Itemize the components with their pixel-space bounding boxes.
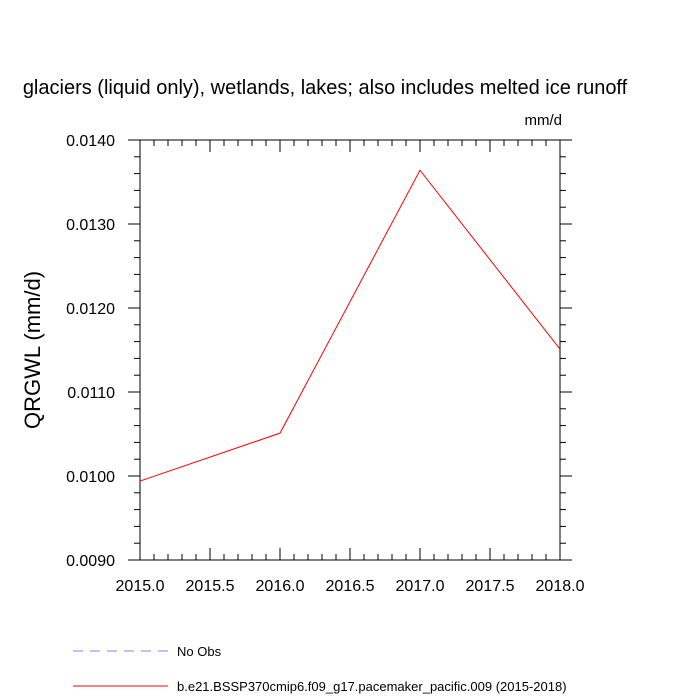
x-tick-label: 2016.5 — [326, 578, 375, 595]
y-tick-labels: 0.0090 0.0100 0.0110 0.0120 0.0130 0.0140 — [66, 133, 115, 570]
plot-frame — [139, 139, 561, 561]
x-tick-label: 2015.5 — [186, 578, 235, 595]
y-tick-label: 0.0100 — [66, 469, 115, 486]
series-lines — [139, 169, 561, 482]
x-tick-label: 2017.5 — [466, 578, 515, 595]
chart-title: glaciers (liquid only), wetlands, lakes;… — [23, 77, 628, 99]
tick-marks — [128, 139, 572, 561]
y-tick-label: 0.0140 — [66, 133, 115, 150]
x-tick-labels: 2015.0 2015.5 2016.0 2016.5 2017.0 2017.5 2018… — [116, 578, 585, 595]
y-axis-label: QRGWL (mm/d) — [20, 271, 45, 429]
x-tick-label: 2017.0 — [396, 578, 445, 595]
x-tick-label: 2015.0 — [116, 578, 165, 595]
legend: No Obs b.e21.BSSP370cmip6.f09_g17.pacemak… — [73, 644, 567, 694]
y-tick-label: 0.0090 — [66, 553, 115, 570]
y-tick-label: 0.0110 — [67, 385, 115, 402]
series-line-1 — [139, 169, 561, 482]
legend-label: b.e21.BSSP370cmip6.f09_g17.pacemaker_pac… — [177, 679, 567, 694]
y-tick-label: 0.0130 — [66, 217, 115, 234]
x-tick-label: 2018.0 — [536, 578, 585, 595]
x-tick-label: 2016.0 — [256, 578, 305, 595]
units-label: mm/d — [525, 112, 563, 129]
y-tick-label: 0.0120 — [66, 301, 115, 318]
legend-label: No Obs — [177, 644, 222, 659]
